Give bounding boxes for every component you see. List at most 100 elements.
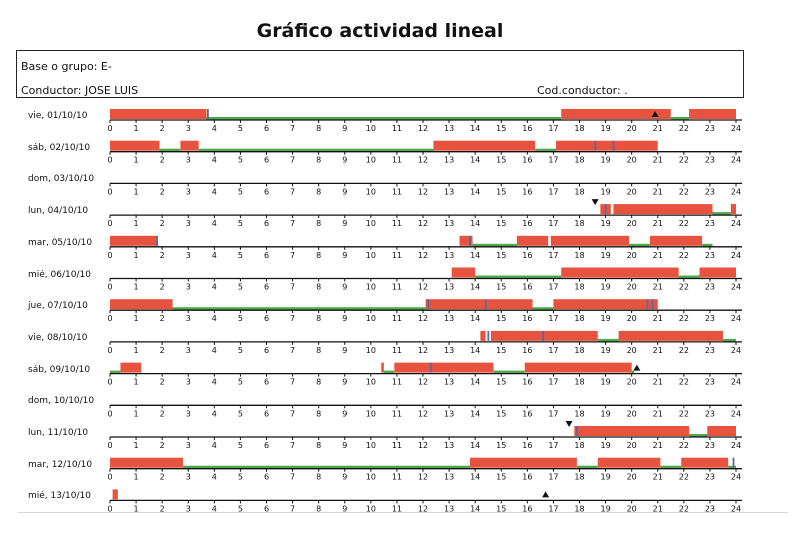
tick-label: 10: [366, 378, 376, 387]
driver-code-value: .: [624, 84, 628, 97]
tick-label: 8: [316, 473, 321, 482]
driving-segment: [689, 109, 736, 119]
tick-label: 20: [627, 283, 637, 292]
tick-label: 14: [470, 219, 480, 228]
tick-label: 0: [107, 283, 112, 292]
tick-label: 9: [342, 156, 347, 165]
tick-label: 9: [342, 251, 347, 260]
driving-segment: [459, 235, 473, 246]
tick-label: 0: [107, 441, 112, 450]
tick-label: 3: [186, 441, 191, 450]
tick-label: 6: [264, 441, 269, 450]
tick-label: 4: [212, 156, 217, 165]
tick-label: 18: [574, 219, 584, 228]
tick-label: 2: [160, 314, 165, 323]
rest-segment: [383, 370, 395, 374]
rest-segment: [576, 465, 598, 469]
tick-label: 4: [212, 441, 217, 450]
driving-segment: [120, 362, 142, 373]
driving-segment: [110, 299, 173, 310]
tick-label: 18: [574, 504, 584, 513]
tick-label: 7: [290, 187, 295, 196]
tick-label: 11: [392, 441, 402, 450]
tick-label: 1: [134, 187, 139, 196]
tick-label: 12: [418, 409, 428, 418]
tick-label: 23: [705, 314, 715, 323]
tick-label: 24: [731, 378, 741, 387]
tick-label: 22: [679, 124, 689, 133]
day-label: vie, 01/10/10: [28, 111, 88, 121]
tick-label: 17: [548, 409, 558, 418]
tick-label: 12: [418, 283, 428, 292]
tick-label: 9: [342, 441, 347, 450]
other-activity-marker: [207, 109, 209, 119]
day-label: vie, 08/10/10: [28, 332, 88, 343]
tick-label: 19: [600, 251, 610, 260]
tick-label: 8: [316, 378, 321, 387]
tick-label: 3: [186, 473, 191, 482]
tick-label: 12: [418, 346, 428, 355]
other-activity-marker: [484, 299, 487, 310]
tick-label: 13: [444, 251, 454, 260]
tick-label: 5: [238, 378, 243, 387]
tick-label: 13: [444, 314, 454, 323]
tick-label: 18: [574, 473, 584, 482]
driver-code-row: Cod.conductor: .: [537, 84, 628, 97]
rest-segment: [110, 370, 121, 374]
tick-label: 10: [366, 187, 376, 196]
tick-label: 21: [653, 219, 663, 228]
tick-label: 6: [264, 283, 269, 292]
tick-label: 5: [238, 441, 243, 450]
tick-label: 16: [522, 283, 532, 292]
rest-segment: [535, 148, 557, 152]
tick-label: 8: [316, 314, 321, 323]
tick-label: 6: [264, 378, 269, 387]
tick-label: 10: [366, 473, 376, 482]
driving-segment: [699, 267, 736, 278]
tick-label: 7: [290, 314, 295, 323]
tick-label: 8: [316, 346, 321, 355]
tick-label: 4: [212, 504, 217, 513]
tick-label: 16: [522, 409, 532, 418]
tick-label: 1: [134, 441, 139, 450]
tick-label: 0: [107, 314, 112, 323]
tick-label: 23: [705, 409, 715, 418]
tick-label: 11: [392, 124, 402, 133]
tick-label: 14: [470, 441, 480, 450]
tick-label: 1: [134, 378, 139, 387]
tick-label: 17: [548, 219, 558, 228]
tick-label: 14: [470, 156, 480, 165]
rest-segment: [722, 338, 736, 342]
tick-label: 20: [627, 251, 637, 260]
other-activity-marker: [542, 330, 544, 341]
tick-label: 15: [496, 473, 506, 482]
tick-label: 11: [392, 283, 402, 292]
tick-label: 15: [496, 346, 506, 355]
tick-label: 19: [600, 156, 610, 165]
tick-label: 23: [705, 124, 715, 133]
tick-label: 11: [392, 187, 402, 196]
tick-label: 8: [316, 409, 321, 418]
tick-label: 9: [342, 187, 347, 196]
tick-label: 7: [290, 473, 295, 482]
tick-label: 22: [679, 283, 689, 292]
tick-label: 19: [600, 219, 610, 228]
tick-label: 3: [186, 409, 191, 418]
tick-label: 12: [418, 251, 428, 260]
tick-label: 12: [418, 314, 428, 323]
tick-label: 22: [679, 251, 689, 260]
tick-label: 21: [653, 187, 663, 196]
tick-label: 4: [212, 283, 217, 292]
tick-label: 22: [679, 441, 689, 450]
tick-label: 4: [212, 124, 217, 133]
tick-label: 14: [470, 124, 480, 133]
tick-label: 24: [731, 156, 741, 165]
tick-label: 23: [705, 219, 715, 228]
driving-segment: [556, 140, 658, 151]
tick-label: 20: [627, 346, 637, 355]
tick-label: 5: [238, 156, 243, 165]
tick-label: 13: [444, 441, 454, 450]
tick-label: 23: [705, 283, 715, 292]
tick-label: 5: [238, 473, 243, 482]
tick-label: 11: [392, 473, 402, 482]
